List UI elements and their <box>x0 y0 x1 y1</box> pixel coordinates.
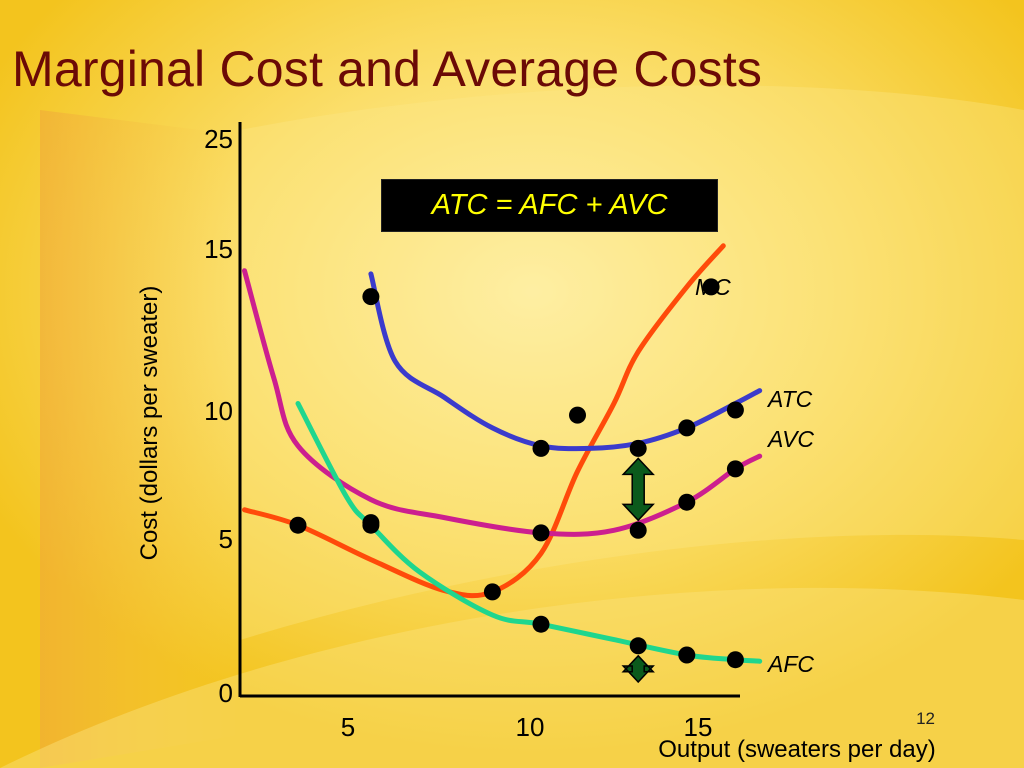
x-tick-label: 10 <box>516 712 545 742</box>
page-number: 12 <box>916 709 935 728</box>
formula-box: ATC = AFC + AVC <box>381 179 718 232</box>
avc-data-point <box>532 524 550 542</box>
series-labels: MC ATC AVC AFC <box>695 274 814 677</box>
series-curves <box>242 243 763 664</box>
x-tick-label: 15 <box>684 712 713 742</box>
formula-text: ATC = AFC + AVC <box>431 189 668 221</box>
afc-curve <box>295 401 763 664</box>
atc-data-point <box>678 419 696 437</box>
atc-data-point <box>362 288 380 306</box>
mc-data-point <box>483 583 501 601</box>
avc-data-point <box>726 460 744 478</box>
x-axis-label: Output (sweaters per day) <box>658 736 935 763</box>
avc-series-label: AVC <box>766 426 814 452</box>
atc-curve <box>368 271 763 452</box>
mc-curve <box>242 243 726 599</box>
y-tick-label: 15 <box>204 234 233 264</box>
atc-data-point <box>532 439 550 457</box>
afc-series-label: AFC <box>766 651 814 677</box>
afc-data-point <box>678 646 696 664</box>
avc-curve <box>242 268 763 537</box>
y-tick-label: 0 <box>219 678 233 708</box>
atc-series-label: ATC <box>766 386 813 412</box>
slide-title: Marginal Cost and Average Costs <box>12 41 763 97</box>
atc-data-point <box>726 401 744 419</box>
data-point-markers <box>289 278 744 669</box>
difference-arrows <box>621 457 655 684</box>
axes <box>238 122 740 698</box>
mc-data-point <box>569 406 586 424</box>
x-tick-label: 5 <box>341 712 355 742</box>
afc-data-point <box>532 615 550 633</box>
y-axis-label: Cost (dollars per sweater) <box>136 286 163 561</box>
double-arrow-icon <box>621 654 655 684</box>
avc-data-point <box>362 514 380 532</box>
mc-data-point <box>702 278 720 296</box>
avc-data-point <box>629 521 647 539</box>
double-arrow-icon <box>621 457 655 522</box>
mc-data-point <box>289 516 307 534</box>
y-tick-label: 10 <box>204 396 233 426</box>
y-tick-label: 5 <box>219 524 233 554</box>
y-tick-label: 25 <box>204 124 233 154</box>
mc-series-label: MC <box>695 274 731 300</box>
afc-data-point <box>629 637 647 655</box>
tick-labels: 0 5 10 15 25 5 10 15 <box>204 124 712 742</box>
avc-data-point <box>678 493 696 511</box>
afc-data-point <box>726 651 744 669</box>
atc-data-point <box>629 439 647 457</box>
